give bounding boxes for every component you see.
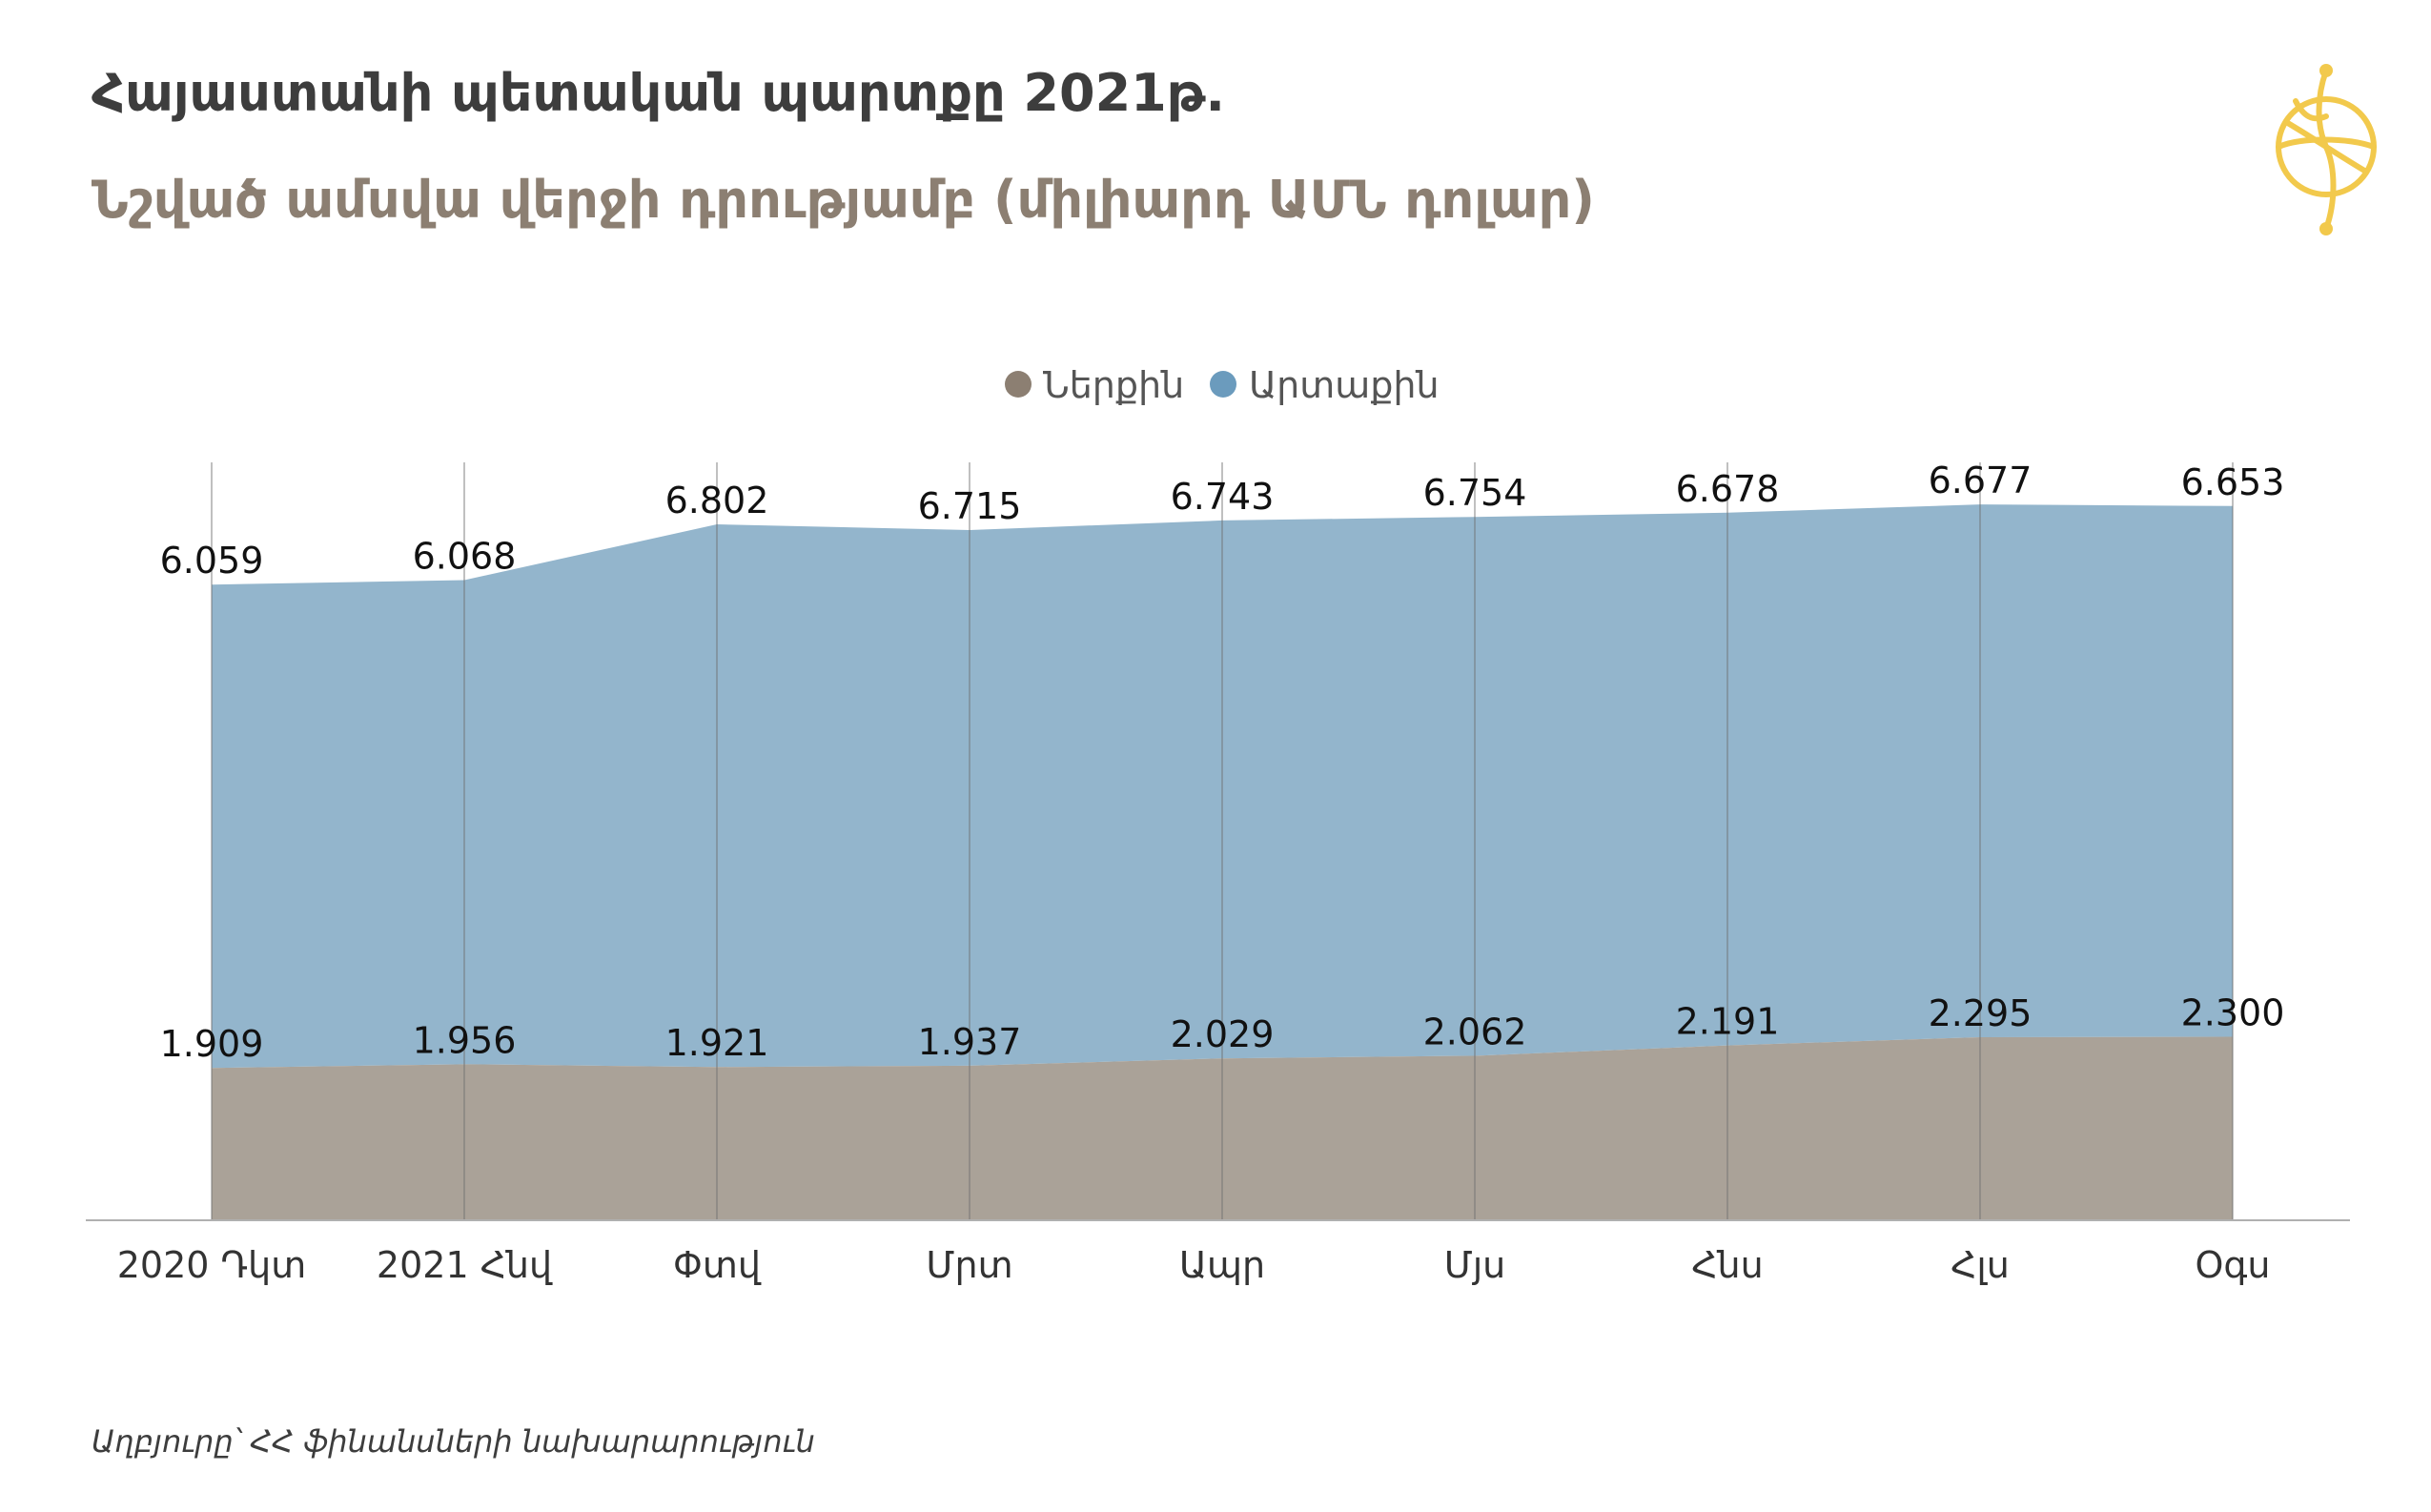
data-label-external: 6.677 xyxy=(1929,460,2033,501)
plot-area: 2020 Դկտ 2021 Հնվ Փտվ Մրտ Ապր Մյս Հնս Հլս Օգս 1.9… xyxy=(86,460,2350,1286)
x-tick-label: Հնս xyxy=(1691,1244,1763,1286)
legend-marker-domestic xyxy=(1005,371,1032,398)
logo-icon xyxy=(2276,64,2377,235)
x-tick-label: Ապր xyxy=(1179,1244,1265,1286)
legend-label-domestic: Ներքին xyxy=(1043,364,1184,406)
data-label-domestic: 2.191 xyxy=(1676,1001,1780,1043)
data-label-domestic: 1.921 xyxy=(665,1022,769,1064)
x-tick-label: Փտվ xyxy=(673,1244,762,1286)
data-label-domestic: 1.937 xyxy=(918,1021,1022,1063)
data-label-external: 6.653 xyxy=(2181,461,2285,503)
source-note: Աղբյուրը՝ ՀՀ ֆինանսների նախարարություն xyxy=(92,1423,815,1460)
x-tick-label: Հլս xyxy=(1951,1244,2010,1286)
data-label-domestic: 1.956 xyxy=(413,1019,517,1061)
data-label-external: 6.802 xyxy=(665,480,769,521)
chart-subtitle: Նշված ամսվա վերջի դրությամբ (միլիարդ ԱՄՆ… xyxy=(92,170,1595,230)
legend-label-external: Արտաքին xyxy=(1249,364,1440,406)
data-label-domestic: 2.300 xyxy=(2181,992,2285,1034)
data-label-domestic: 2.062 xyxy=(1423,1011,1527,1052)
data-label-external: 6.754 xyxy=(1423,472,1527,514)
x-tick-label: Մյս xyxy=(1444,1244,1505,1286)
data-label-external: 6.743 xyxy=(1171,476,1275,518)
data-label-domestic: 2.029 xyxy=(1171,1013,1275,1055)
x-tick-label: Օգս xyxy=(2196,1244,2271,1286)
data-label-domestic: 1.909 xyxy=(160,1023,264,1065)
data-label-external: 6.678 xyxy=(1676,468,1780,510)
x-tick-label: Մրտ xyxy=(926,1244,1012,1286)
x-tick-label: 2021 Հնվ xyxy=(377,1244,553,1286)
data-label-external: 6.715 xyxy=(918,485,1022,527)
data-label-external: 6.059 xyxy=(160,540,264,582)
legend: Ներքին Արտաքին xyxy=(1005,364,1440,406)
legend-marker-external xyxy=(1210,371,1236,398)
x-tick-label: 2020 Դկտ xyxy=(117,1244,307,1286)
data-label-domestic: 2.295 xyxy=(1929,992,2033,1034)
data-label-external: 6.068 xyxy=(413,536,517,578)
chart-title: Հայաստանի պետական պարտքը 2021թ. xyxy=(92,63,1226,123)
